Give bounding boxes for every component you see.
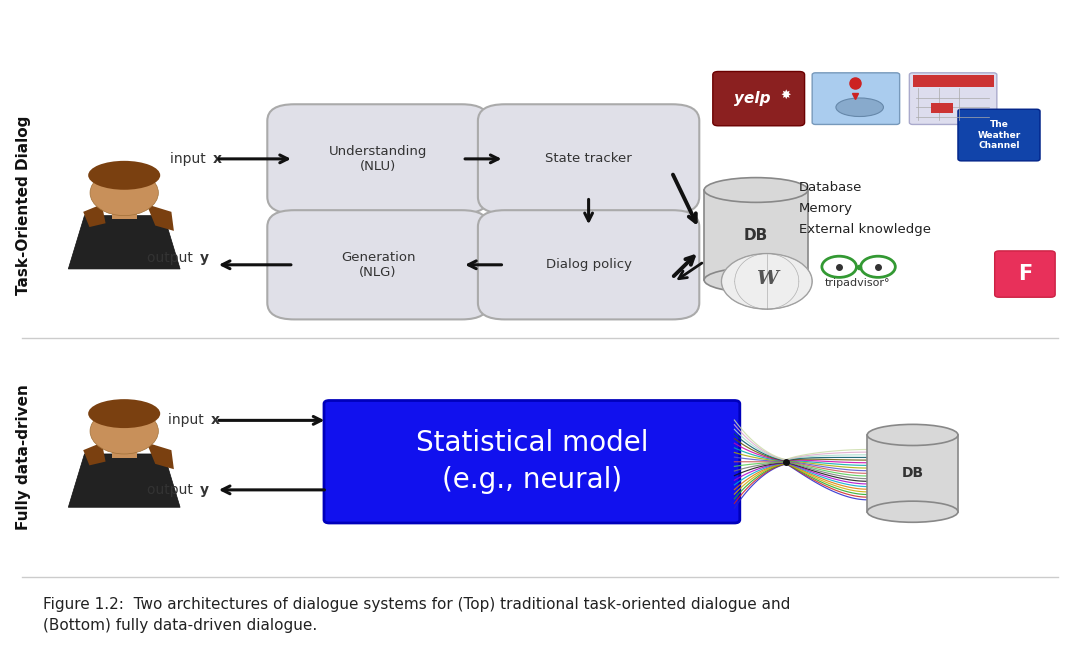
Text: yelp: yelp xyxy=(734,91,770,106)
Text: y: y xyxy=(200,483,208,497)
FancyBboxPatch shape xyxy=(812,73,900,124)
Text: input: input xyxy=(171,152,211,166)
Bar xyxy=(867,435,958,512)
Text: x: x xyxy=(213,152,221,166)
FancyBboxPatch shape xyxy=(324,401,740,523)
Bar xyxy=(913,75,994,87)
Text: output: output xyxy=(147,251,198,265)
Polygon shape xyxy=(147,204,174,231)
Bar xyxy=(112,444,136,458)
Text: W: W xyxy=(756,270,778,289)
Text: Statistical model
(e.g., neural): Statistical model (e.g., neural) xyxy=(416,430,648,494)
Polygon shape xyxy=(83,204,106,227)
Bar xyxy=(704,190,808,280)
Polygon shape xyxy=(68,454,180,507)
Circle shape xyxy=(721,254,812,309)
Circle shape xyxy=(822,256,856,277)
Circle shape xyxy=(861,256,895,277)
Text: y: y xyxy=(200,251,208,265)
Bar xyxy=(289,110,684,313)
Ellipse shape xyxy=(90,170,159,216)
FancyBboxPatch shape xyxy=(958,109,1040,161)
Text: output: output xyxy=(147,483,198,497)
Text: input: input xyxy=(168,413,208,428)
Text: x: x xyxy=(211,413,219,428)
FancyBboxPatch shape xyxy=(477,104,700,213)
Text: DB: DB xyxy=(902,466,923,481)
FancyBboxPatch shape xyxy=(267,211,488,320)
Text: Generation
(NLG): Generation (NLG) xyxy=(341,251,415,279)
Ellipse shape xyxy=(836,98,883,117)
Bar xyxy=(112,206,136,219)
Text: Task-Oriented Dialog: Task-Oriented Dialog xyxy=(16,116,31,295)
Polygon shape xyxy=(147,442,174,469)
Text: F: F xyxy=(1017,264,1032,284)
Ellipse shape xyxy=(89,399,160,428)
FancyBboxPatch shape xyxy=(477,211,700,320)
Text: Database
Memory
External knowledge: Database Memory External knowledge xyxy=(799,181,931,236)
Ellipse shape xyxy=(704,177,808,203)
Ellipse shape xyxy=(704,267,808,293)
Ellipse shape xyxy=(90,408,159,454)
Ellipse shape xyxy=(867,501,958,522)
Polygon shape xyxy=(83,442,106,465)
FancyBboxPatch shape xyxy=(995,251,1055,297)
Ellipse shape xyxy=(867,424,958,446)
Text: The
Weather
Channel: The Weather Channel xyxy=(977,120,1021,150)
Bar xyxy=(931,103,953,113)
Text: Understanding
(NLU): Understanding (NLU) xyxy=(328,145,428,173)
FancyBboxPatch shape xyxy=(267,104,488,213)
Polygon shape xyxy=(68,216,180,269)
Text: Fully data-driven: Fully data-driven xyxy=(16,384,31,530)
Ellipse shape xyxy=(89,161,160,190)
Text: DB: DB xyxy=(744,228,768,242)
Text: Dialog policy: Dialog policy xyxy=(545,258,632,271)
Text: tripadvisor°: tripadvisor° xyxy=(825,277,890,288)
Text: State tracker: State tracker xyxy=(545,152,632,166)
Text: Figure 1.2:  Two architectures of dialogue systems for (Top) traditional task-or: Figure 1.2: Two architectures of dialogu… xyxy=(43,597,791,633)
FancyBboxPatch shape xyxy=(909,73,997,124)
Text: ✸: ✸ xyxy=(780,88,791,101)
FancyBboxPatch shape xyxy=(713,71,805,126)
